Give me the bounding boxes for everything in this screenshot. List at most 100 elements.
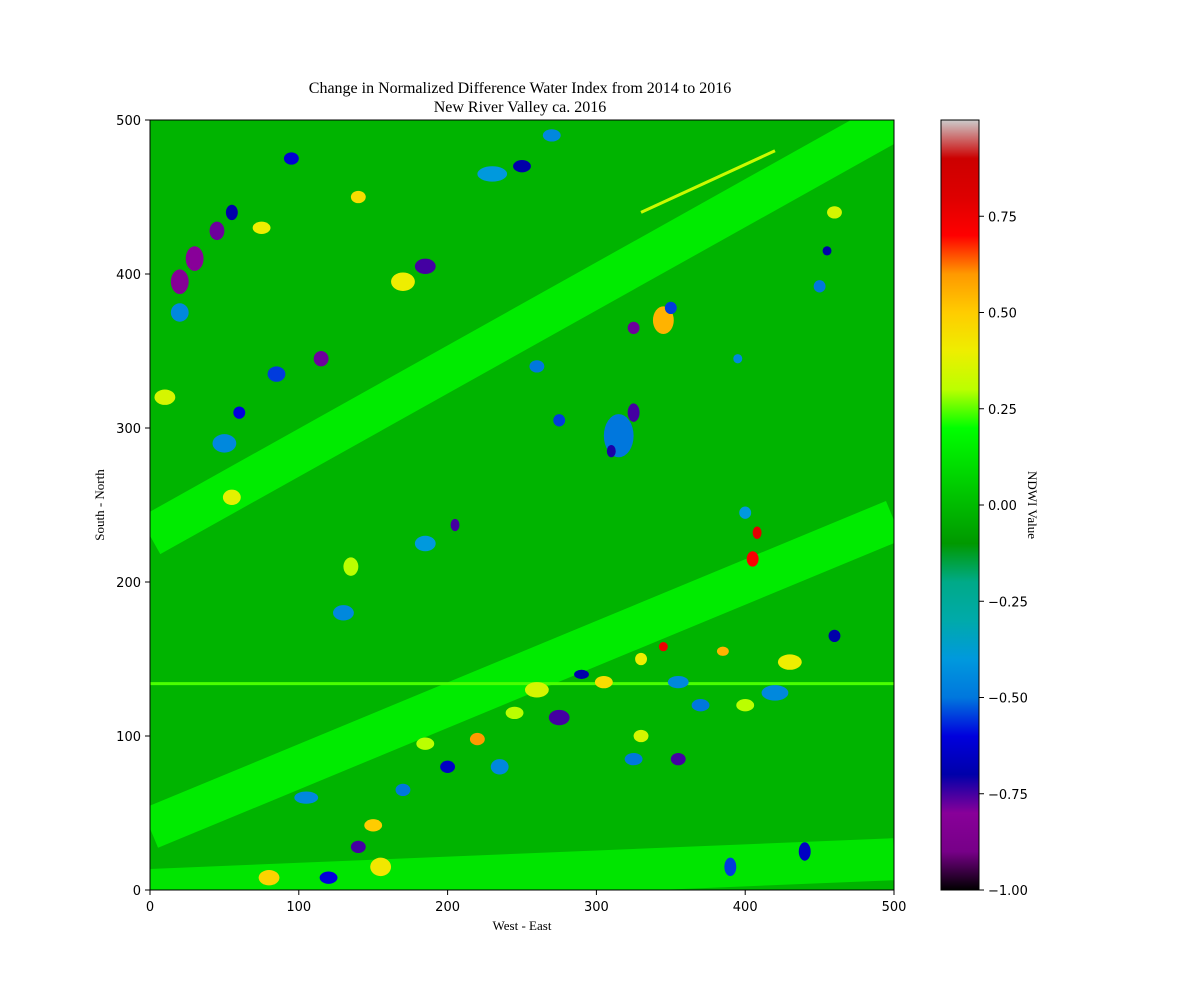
heatmap-patch xyxy=(594,675,613,689)
x-tick-label: 500 xyxy=(882,900,907,915)
y-tick-label: 500 xyxy=(116,114,141,129)
heatmap-linear-features xyxy=(150,149,894,686)
ndwi-heatmap xyxy=(150,120,894,890)
heatmap-patch xyxy=(477,166,508,182)
heatmap-patch xyxy=(553,414,566,427)
heatmap-patch xyxy=(548,709,570,726)
heatmap-patch xyxy=(185,246,204,271)
heatmap-linear-feature xyxy=(640,149,776,214)
y-tick-label: 0 xyxy=(133,884,141,899)
heatmap-patch xyxy=(258,869,280,886)
heatmap-patch xyxy=(798,842,811,861)
heatmap-patch xyxy=(350,190,366,204)
plot-frame xyxy=(149,119,895,891)
y-axis-label: South - North xyxy=(92,469,107,541)
x-tick-label: 100 xyxy=(286,900,311,915)
heatmap-patch xyxy=(633,729,649,743)
heatmap-patch xyxy=(170,269,189,295)
heatmap-patch xyxy=(822,246,832,256)
x-tick-label: 400 xyxy=(733,900,758,915)
heatmap-patch xyxy=(761,685,789,701)
colorbar-tick-label: 0.75 xyxy=(988,210,1017,225)
y-axis: 0 100 200 300 400 500 xyxy=(116,114,150,899)
heatmap-patch xyxy=(513,160,531,173)
heatmap-patch xyxy=(469,732,485,746)
x-axis: 0 100 200 300 400 500 xyxy=(146,890,907,915)
x-tick-label: 0 xyxy=(146,900,154,915)
heatmap-patch xyxy=(267,366,286,382)
heatmap-patch xyxy=(391,272,415,291)
heatmap-patch xyxy=(635,652,647,666)
colorbar-tick-label: −0.75 xyxy=(988,788,1028,803)
heatmap-patch xyxy=(313,351,329,367)
colorbar-tick-label: 0.25 xyxy=(988,403,1017,418)
heatmap-bands xyxy=(150,120,894,890)
heatmap-patch xyxy=(416,737,435,750)
heatmap-patch xyxy=(370,857,392,877)
colorbar xyxy=(940,119,980,891)
heatmap-patch xyxy=(827,206,842,219)
colorbar-tick-label: −0.25 xyxy=(988,595,1028,610)
heatmap-patch xyxy=(333,605,354,621)
heatmap-patch xyxy=(658,642,668,652)
heatmap-patch xyxy=(828,629,841,643)
heatmap-patch xyxy=(627,321,640,335)
colorbar-tick-label: 0.50 xyxy=(988,307,1017,322)
heatmap-patch xyxy=(450,518,460,532)
heatmap-patch xyxy=(225,204,238,221)
y-tick-label: 200 xyxy=(116,576,141,591)
heatmap-patch xyxy=(624,752,643,766)
heatmap-patch xyxy=(606,444,616,458)
heatmap-patch xyxy=(490,759,509,775)
heatmap-patch xyxy=(212,434,237,453)
heatmap-band xyxy=(150,500,894,848)
heatmap-band xyxy=(150,838,894,890)
heatmap-patch xyxy=(154,389,176,405)
heatmap-patch xyxy=(574,669,589,680)
heatmap-patch xyxy=(752,526,762,539)
chart-subtitle: New River Valley ca. 2016 xyxy=(434,99,607,116)
heatmap-patch xyxy=(777,654,802,670)
colorbar-tick-label: −0.50 xyxy=(988,692,1028,707)
heatmap-patches xyxy=(154,129,842,886)
heatmap-patch xyxy=(170,303,189,322)
heatmap-patch xyxy=(667,675,689,689)
heatmap-patch xyxy=(350,840,366,854)
heatmap-patch xyxy=(343,557,359,576)
heatmap-patch xyxy=(283,152,299,165)
x-tick-label: 300 xyxy=(584,900,609,915)
heatmap-patch xyxy=(664,301,677,315)
y-tick-label: 100 xyxy=(116,730,141,745)
heatmap-patch xyxy=(724,857,737,877)
heatmap-patch xyxy=(736,699,755,712)
heatmap-patch xyxy=(252,221,271,234)
heatmap-patch xyxy=(440,760,456,773)
colorbar-label: NDWI Value xyxy=(1025,471,1040,539)
chart-title: Change in Normalized Difference Water In… xyxy=(309,80,731,97)
heatmap-patch xyxy=(739,506,752,519)
heatmap-band xyxy=(150,120,894,555)
x-axis-label: West - East xyxy=(493,918,552,933)
x-tick-label: 200 xyxy=(435,900,460,915)
heatmap-patch xyxy=(733,354,743,364)
heatmap-patch xyxy=(209,221,225,241)
colorbar-tick-label: −1.00 xyxy=(988,884,1028,899)
colorbar-tick-label: 0.00 xyxy=(988,499,1017,514)
heatmap-patch xyxy=(746,551,759,567)
heatmap-patch xyxy=(233,406,246,419)
heatmap-patch xyxy=(395,783,411,797)
heatmap-patch xyxy=(716,646,729,656)
heatmap-patch xyxy=(319,871,338,884)
heatmap-patch xyxy=(524,682,549,698)
heatmap-patch xyxy=(542,129,561,142)
heatmap-patch xyxy=(670,752,686,766)
heatmap-patch xyxy=(813,280,826,293)
heatmap-patch xyxy=(414,258,436,274)
y-tick-label: 400 xyxy=(116,268,141,283)
heatmap-patch xyxy=(222,489,241,505)
heatmap-patch xyxy=(294,791,319,804)
colorbar-axis: −1.00 −0.75 −0.50 −0.25 0.00 0.25 0.50 0.75 xyxy=(979,210,1028,899)
heatmap-patch xyxy=(691,699,710,712)
y-tick-label: 300 xyxy=(116,422,141,437)
